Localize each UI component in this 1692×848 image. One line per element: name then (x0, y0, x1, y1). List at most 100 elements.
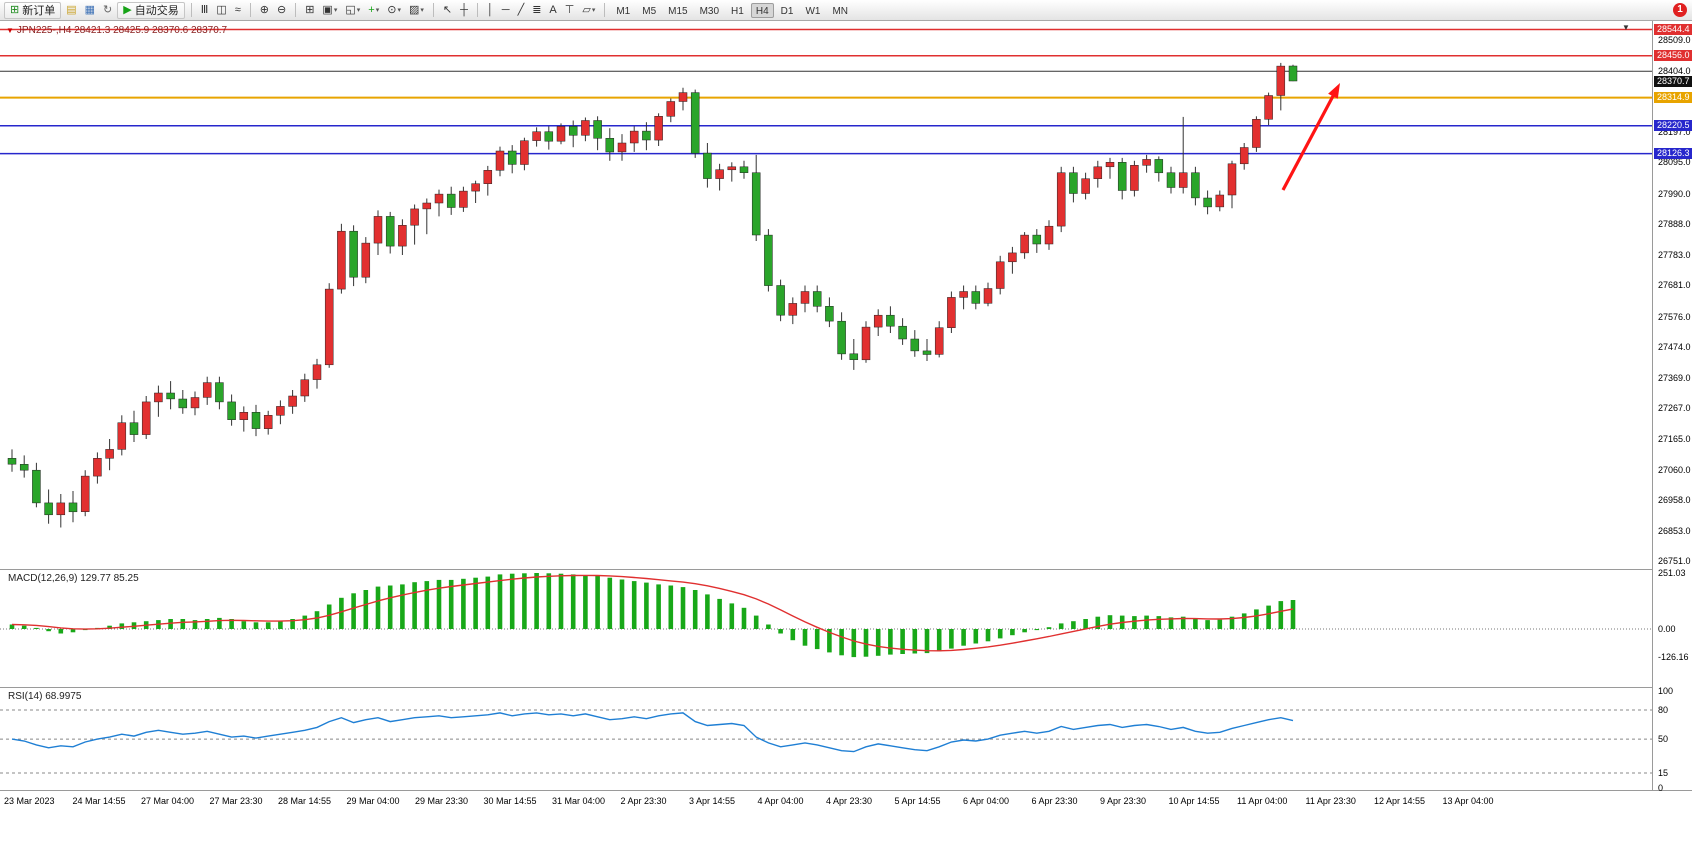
macd-bar (729, 603, 735, 629)
timeframe-w1-button[interactable]: W1 (805, 5, 821, 17)
text-icon[interactable]: A (546, 2, 559, 19)
time-label: 5 Apr 14:55 (894, 796, 941, 806)
macd-bar (680, 587, 686, 629)
candle-body (1239, 147, 1249, 165)
new-chart-icon[interactable]: ▣ ▾ (319, 2, 340, 19)
dropdown-caret-icon: ▾ (397, 7, 401, 14)
macd-bar (168, 619, 173, 629)
dropdown-caret-icon: ▾ (420, 7, 424, 14)
macd-bar (534, 573, 539, 629)
shapes-icon[interactable]: ▱ ▾ (579, 2, 598, 19)
time-axis[interactable]: 23 Mar 2023 24 Mar 14:55 27 Mar 04:00 27 Ma… (0, 791, 1652, 848)
macd-bar (339, 597, 344, 629)
zoom-out-icon[interactable]: ⊖ (274, 2, 289, 19)
vertical-line-icon[interactable]: │ (484, 2, 497, 19)
horizontal-line-icon[interactable]: ─ (499, 2, 513, 19)
candle-body (44, 502, 53, 516)
candle-body (483, 170, 493, 184)
chart-shift-marker-icon[interactable]: ▼ (1622, 23, 1630, 32)
timeframe-h1-button[interactable]: H1 (731, 5, 744, 17)
candle-body (19, 464, 29, 471)
cursor-icon-glyph: ↖ (442, 3, 453, 16)
candlestick-chart-icon[interactable]: ◫ (213, 2, 229, 19)
shapes-icon-glyph: ▱ (582, 3, 591, 16)
macd-bar (180, 619, 186, 629)
price-tag: 28544.4 (1654, 23, 1692, 35)
candle-body (873, 314, 883, 328)
candle-body (1203, 197, 1212, 208)
candle-body (471, 183, 480, 192)
toolbar-separator (604, 3, 606, 17)
timeframe-d1-button[interactable]: D1 (780, 5, 794, 17)
trend-arrow[interactable] (1281, 91, 1337, 191)
candle-body (1117, 162, 1127, 191)
new-order-button-glyph: ⊞ (10, 3, 20, 16)
timeframe-m15-button[interactable]: M15 (668, 5, 688, 17)
candle-body (898, 325, 907, 340)
price-tick: 28095.0 (1658, 157, 1691, 168)
trendline-icon[interactable]: ╱ (515, 2, 528, 19)
price-chart[interactable] (0, 21, 1652, 569)
candle-body (1264, 95, 1273, 120)
candle-body (459, 190, 468, 208)
crosshair-icon[interactable]: ┼ (457, 2, 471, 19)
line-chart-icon[interactable]: ≈ (232, 2, 244, 19)
macd-bar (717, 598, 722, 629)
price-tick: 27888.0 (1658, 218, 1691, 229)
candle-body (190, 397, 200, 409)
macd-panel[interactable] (0, 570, 1652, 687)
zoom-in-icon[interactable]: ⊕ (257, 2, 272, 19)
time-label: 2 Apr 23:30 (620, 796, 667, 806)
price-tick: 27576.0 (1658, 311, 1691, 322)
chart-profiles-icon[interactable]: ◱ ▾ (342, 2, 363, 19)
autotrading-button[interactable]: ▶ 自动交易 (117, 1, 185, 19)
dropdown-caret-icon: ▾ (333, 7, 338, 14)
macd-bar (790, 629, 796, 641)
macd-signal-line (11, 574, 1294, 652)
rsi-panel[interactable] (0, 688, 1652, 790)
rsi-axis-label: 50 (1658, 734, 1669, 745)
macd-bar (985, 629, 991, 642)
timeframe-h4-button[interactable]: H4 (750, 2, 774, 18)
macd-bar (705, 594, 710, 629)
candle-body (788, 303, 798, 316)
price-tick: 27369.0 (1658, 372, 1691, 383)
fibonacci-icon[interactable]: ≣ (529, 2, 544, 19)
templates-icon[interactable]: ▨ ▾ (406, 2, 427, 19)
main-toolbar: ⊞ 新订单 ▤ ▦ ↻ ▶ 自动交易 Ⅲ ◫ ≈ ⊕ ⊖ ⊞ ▣ ▾ ◱ ▾ + ▾ ⊙ ▾ ▨ ▾ ↖ ┼ │ ─ ╱ ≣ A ⊤ ▱ ▾ M1… (0, 0, 1692, 21)
candle-body (666, 101, 676, 117)
bar-chart-icon[interactable]: Ⅲ (198, 2, 212, 19)
candle-body (202, 382, 212, 398)
candle-body (300, 379, 310, 397)
timeframe-m1-button[interactable]: M1 (616, 5, 631, 17)
candle-body (337, 230, 346, 290)
chart-profiles-icon-glyph: ◱ (345, 3, 356, 16)
timeframe-mn-button[interactable]: MN (832, 5, 848, 17)
price-tick: 28509.0 (1658, 34, 1691, 45)
candle-body (93, 458, 102, 477)
candle-body (166, 392, 175, 400)
add-indicator-icon[interactable]: + ▾ (365, 2, 382, 19)
price-tag: 28314.9 (1654, 92, 1692, 104)
macd-bar (1290, 600, 1296, 629)
timeframe-m30-button[interactable]: M30 (699, 5, 720, 17)
candle-body (739, 166, 749, 173)
price-tick: 26751.0 (1658, 556, 1691, 567)
charts-icon[interactable]: ▦ (82, 2, 98, 19)
profiles-icon[interactable]: ▤ (63, 2, 79, 19)
macd-bar (326, 604, 332, 629)
bar-chart-icon-glyph: Ⅲ (200, 3, 209, 16)
timeframe-clock-icon[interactable]: ⊙ ▾ (384, 2, 404, 19)
price-axis[interactable]: 28509.0 28197.0 28095.0 27990.0 27888.0 27783… (1652, 21, 1692, 793)
label-icon[interactable]: ⊤ (562, 2, 578, 19)
macd-bar (34, 627, 39, 629)
refresh-icon[interactable]: ↻ (100, 2, 115, 19)
cursor-icon[interactable]: ↖ (440, 2, 455, 19)
tile-windows-icon[interactable]: ⊞ (302, 2, 317, 19)
new-order-button[interactable]: ⊞ 新订单 (4, 1, 62, 19)
trend-arrow-head (1328, 83, 1340, 99)
panel-separator (0, 790, 1692, 791)
macd-bar (558, 573, 564, 629)
timeframe-m5-button[interactable]: M5 (642, 5, 657, 17)
notification-badge[interactable]: 1 (1673, 3, 1687, 17)
